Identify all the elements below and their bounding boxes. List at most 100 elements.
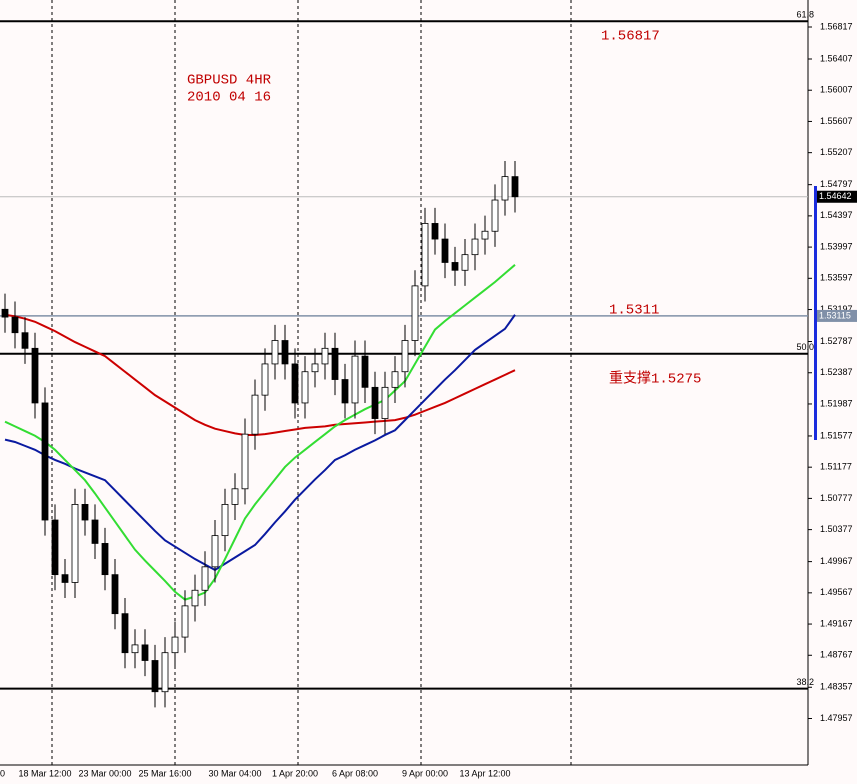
y-tick-label: 1.52787 xyxy=(820,336,853,346)
y-tick-label: 1.50377 xyxy=(820,524,853,534)
candle-body xyxy=(371,386,379,419)
candle-body xyxy=(101,543,109,576)
x-tick-label: 25 Mar 16:00 xyxy=(138,768,191,778)
y-tick-label: 1.48767 xyxy=(820,650,853,660)
y-tick-label: 1.51577 xyxy=(820,430,853,440)
candle-body xyxy=(171,636,179,654)
x-tick-label: 9 Apr 00:00 xyxy=(402,768,448,778)
annotation: 1.56817 xyxy=(601,29,660,45)
price-label: 1.54642 xyxy=(819,191,852,201)
y-tick-label: 1.56407 xyxy=(820,53,853,63)
candle-body xyxy=(481,230,489,240)
candle-body xyxy=(271,340,279,365)
x-tick-label: 13 Apr 12:00 xyxy=(459,768,510,778)
level-box xyxy=(817,309,857,322)
x-tick-label: 30 Mar 04:00 xyxy=(208,768,261,778)
candle-body xyxy=(151,660,159,693)
y-tick-label: 1.51987 xyxy=(820,398,853,408)
y-tick-label: 1.52387 xyxy=(820,367,853,377)
candle-body xyxy=(261,363,269,396)
fib-label: 50.0 xyxy=(796,342,814,352)
candle-body xyxy=(181,605,189,638)
y-tick-label: 1.53197 xyxy=(820,304,853,314)
moving-average xyxy=(4,314,516,572)
candle-body xyxy=(31,347,39,404)
y-tick-label: 1.48357 xyxy=(820,682,853,692)
candle-body xyxy=(351,355,359,404)
moving-average xyxy=(4,313,516,436)
candle-body xyxy=(51,519,59,576)
y-tick-label: 1.47957 xyxy=(820,713,853,723)
candle-body xyxy=(281,340,289,365)
fib-label: 61.8 xyxy=(796,10,814,20)
y-tick-label: 1.56817 xyxy=(820,21,853,31)
candle-body xyxy=(331,347,339,380)
candle-body xyxy=(61,574,69,583)
price-box xyxy=(817,190,857,203)
x-tick-label: 6 Apr 08:00 xyxy=(332,768,378,778)
candle-body xyxy=(221,504,229,537)
candle-body xyxy=(91,519,99,544)
candle-body xyxy=(451,262,459,271)
candle-body xyxy=(41,402,49,521)
y-tick-label: 1.49567 xyxy=(820,587,853,597)
candle-body xyxy=(461,254,469,271)
candle-body xyxy=(141,644,149,661)
annotation: 2010 04 16 xyxy=(187,90,271,106)
y-tick-label: 1.49967 xyxy=(820,556,853,566)
x-tick-label: 1 Apr 20:00 xyxy=(272,768,318,778)
candle-body xyxy=(381,386,389,419)
x-tick-label: 0 xyxy=(0,768,5,778)
candle-body xyxy=(291,363,299,404)
volume-bar xyxy=(814,186,817,440)
candle-body xyxy=(161,652,169,693)
fib-label: 38.2 xyxy=(796,677,814,687)
candle-body xyxy=(411,285,419,341)
candle-body xyxy=(241,433,249,490)
annotation: 1.5311 xyxy=(609,303,659,319)
annotation: GBPUSD 4HR xyxy=(187,73,272,89)
candle-body xyxy=(201,566,209,591)
y-tick-label: 1.50777 xyxy=(820,493,853,503)
candle-body xyxy=(431,223,439,240)
y-tick-label: 1.53597 xyxy=(820,273,853,283)
candle-body xyxy=(71,504,79,583)
y-tick-label: 1.51177 xyxy=(820,462,852,472)
candle-body xyxy=(121,613,129,654)
x-tick-label: 18 Mar 12:00 xyxy=(18,768,71,778)
candle-body xyxy=(21,332,29,349)
candle-body xyxy=(511,176,519,198)
candle-body xyxy=(471,238,479,256)
candle-body xyxy=(341,379,349,404)
y-tick-label: 1.54397 xyxy=(820,210,853,220)
y-tick-label: 1.49167 xyxy=(820,618,853,628)
y-tick-label: 1.54797 xyxy=(820,179,853,189)
candle-body xyxy=(441,238,449,263)
y-tick-label: 1.56007 xyxy=(820,85,853,95)
candle-body xyxy=(1,308,9,318)
candle-body xyxy=(501,176,509,201)
level-label: 1.53115 xyxy=(819,310,851,320)
candle-body xyxy=(361,355,369,388)
annotation: 重支撑1.5275 xyxy=(609,371,701,388)
x-tick-label: 23 Mar 00:00 xyxy=(78,768,131,778)
candle-body xyxy=(301,371,309,404)
candle-body xyxy=(231,488,239,505)
y-tick-label: 1.53997 xyxy=(820,241,853,251)
candle-body xyxy=(11,316,19,334)
candle-body xyxy=(401,340,409,373)
y-tick-label: 1.55207 xyxy=(820,147,853,157)
candle-body xyxy=(491,199,499,232)
candle-body xyxy=(251,394,259,435)
candle-body xyxy=(81,504,89,521)
candle-body xyxy=(421,223,429,287)
candle-body xyxy=(211,535,219,568)
y-tick-label: 1.55607 xyxy=(820,116,853,126)
candle-body xyxy=(321,347,329,365)
candle-body xyxy=(131,644,139,654)
candle-body xyxy=(311,363,319,373)
candle-body xyxy=(391,371,399,388)
